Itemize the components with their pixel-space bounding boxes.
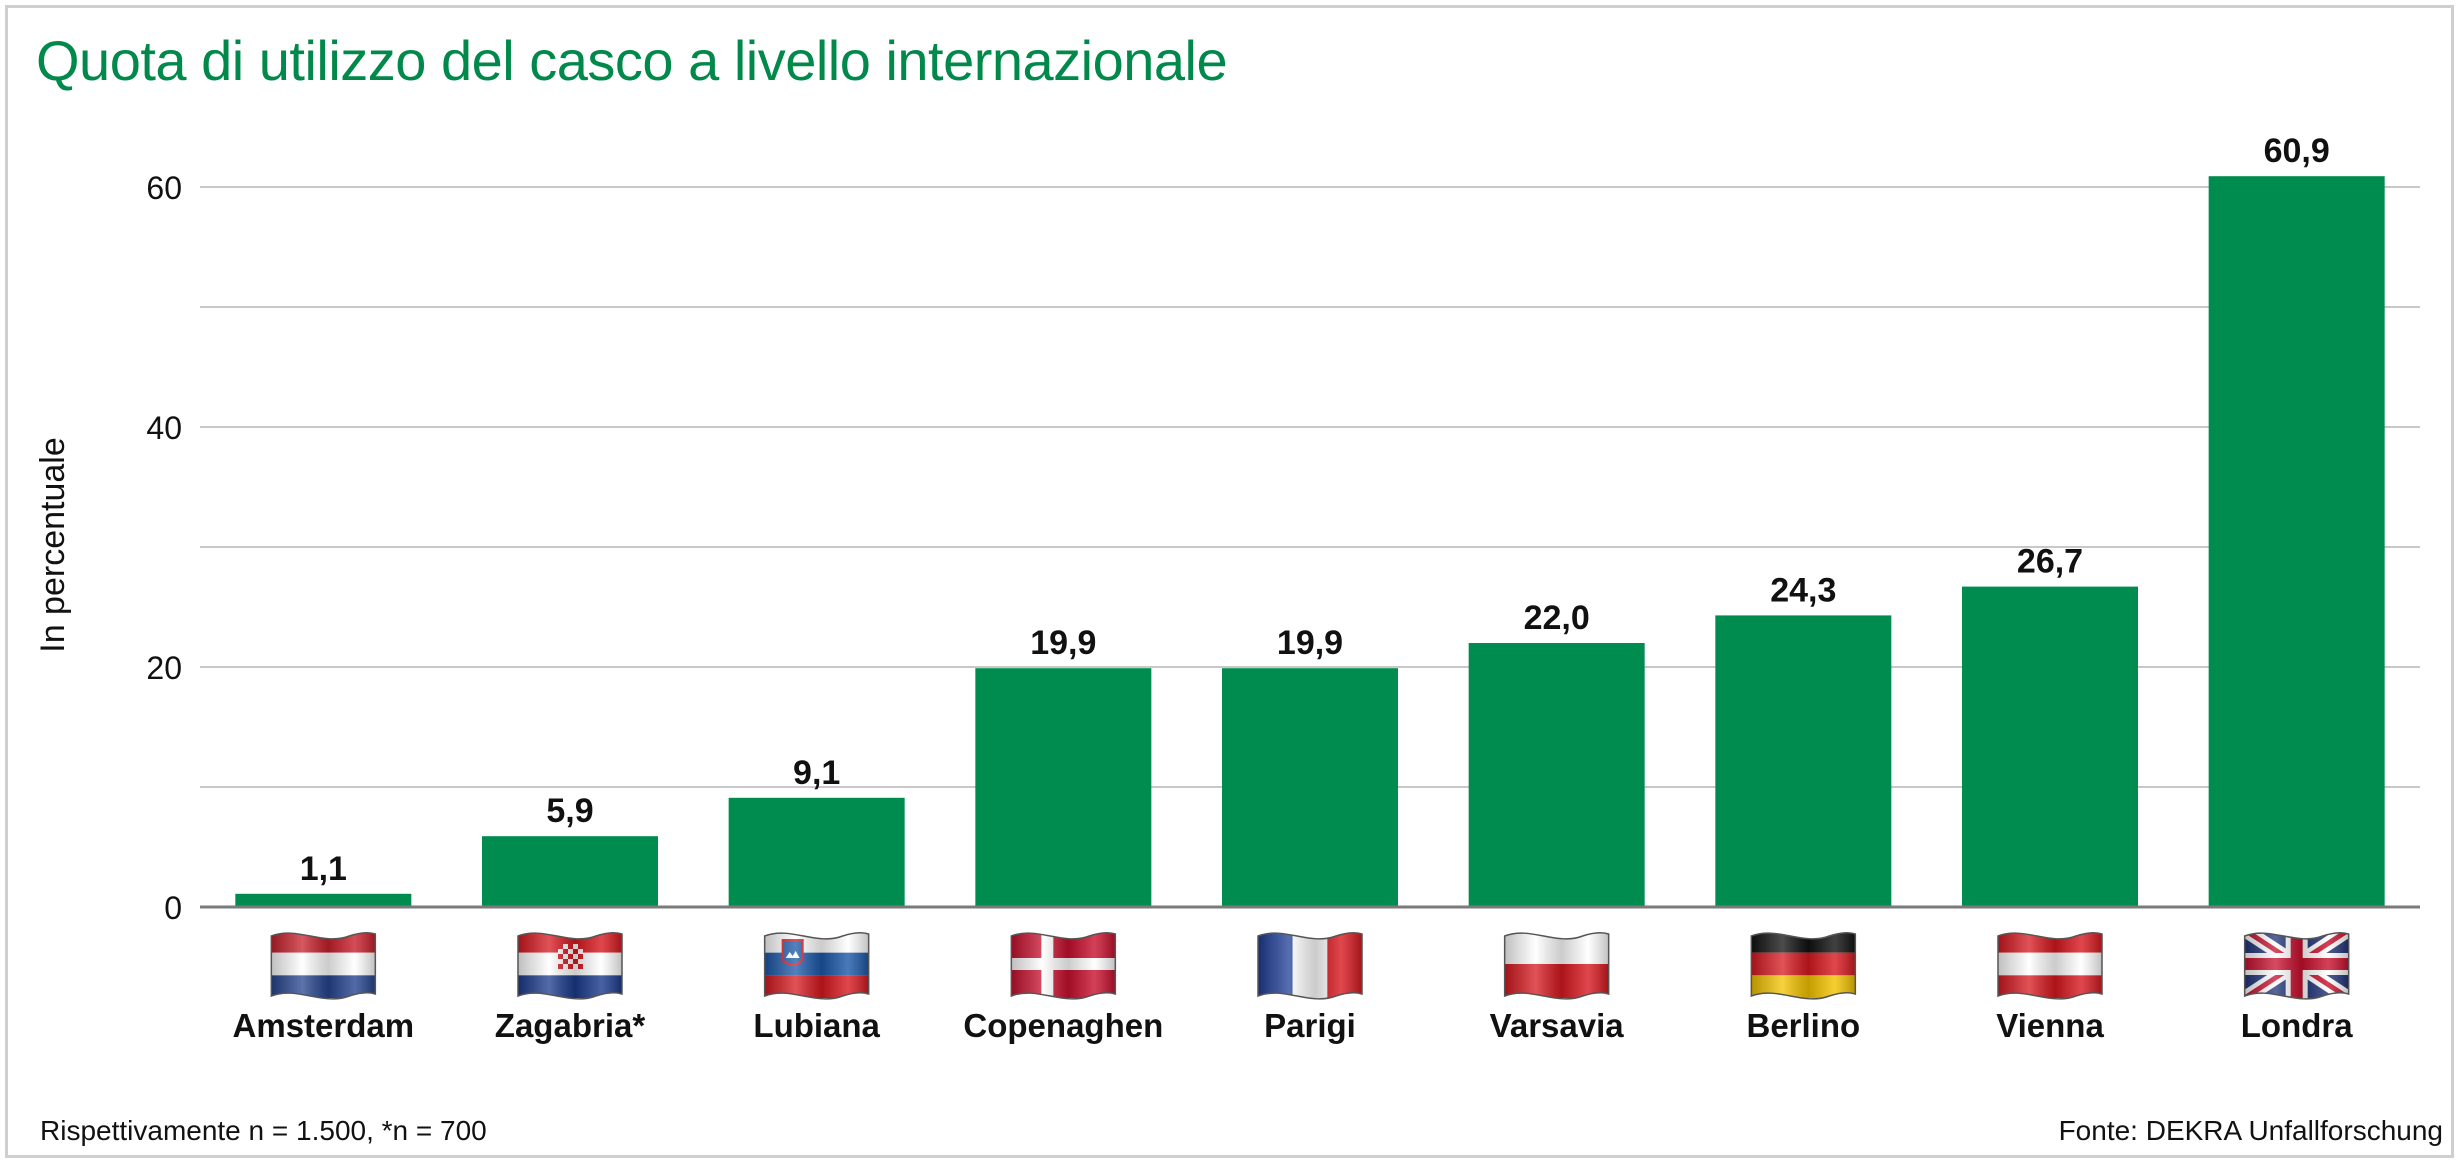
x-tick-label: Amsterdam — [233, 1007, 415, 1044]
netherlands-flag-icon — [270, 931, 377, 1000]
bar-value-label: 1,1 — [300, 850, 347, 888]
bar — [2208, 176, 2385, 907]
bar-value-label: 9,1 — [793, 754, 840, 792]
footnote: Rispettivamente n = 1.500, *n = 700 — [40, 1115, 487, 1146]
bar — [975, 668, 1152, 907]
bar — [235, 893, 412, 907]
slovenia-flag-icon — [763, 931, 870, 1000]
x-tick-label: Lubiana — [753, 1007, 880, 1044]
bar — [482, 836, 658, 907]
gridlines: 0 20 40 60 — [146, 170, 2420, 926]
bar-value-label: 22,0 — [1524, 599, 1590, 637]
source-note: Fonte: DEKRA Unfallforschung — [2058, 1115, 2443, 1146]
bars: 1,1 Amsterdam 5,9 Zagabria* 9,1 Lubiana 19,9 Co… — [233, 132, 2385, 1044]
x-tick-label: Varsavia — [1490, 1007, 1625, 1044]
germany-flag-icon — [1750, 931, 1857, 1000]
bar-value-label: 19,9 — [1277, 624, 1343, 662]
bar — [728, 797, 905, 907]
y-tick-label: 20 — [146, 650, 182, 686]
x-tick-label: Londra — [2241, 1007, 2353, 1044]
bar-value-label: 5,9 — [546, 792, 593, 830]
y-tick-label: 0 — [164, 890, 182, 926]
bar-value-label: 60,9 — [2264, 132, 2330, 170]
poland-flag-icon — [1503, 931, 1610, 1000]
bar — [1468, 643, 1645, 907]
bar — [1962, 586, 2138, 907]
united-kingdom-flag-icon — [2243, 931, 2350, 1000]
denmark-flag-icon — [1010, 931, 1117, 1000]
bar-value-label: 19,9 — [1030, 624, 1096, 662]
bar — [1715, 615, 1892, 907]
x-tick-label: Vienna — [1996, 1007, 2104, 1044]
x-tick-label: Berlino — [1746, 1007, 1860, 1044]
croatia-flag-icon — [517, 931, 623, 1000]
france-flag-icon — [1257, 931, 1363, 1000]
x-tick-label: Parigi — [1264, 1007, 1356, 1044]
bar-value-label: 26,7 — [2017, 543, 2083, 581]
bar — [1222, 668, 1398, 907]
chart-title: Quota di utilizzo del casco a livello in… — [36, 29, 1228, 92]
y-axis-label: In percentuale — [34, 437, 72, 653]
y-tick-label: 60 — [146, 170, 182, 206]
x-tick-label: Zagabria* — [495, 1007, 646, 1044]
y-tick-label: 40 — [146, 410, 182, 446]
flags — [270, 931, 2350, 1000]
x-tick-label: Copenaghen — [963, 1007, 1163, 1044]
bar-value-label: 24,3 — [1770, 571, 1836, 609]
austria-flag-icon — [1997, 931, 2103, 1000]
